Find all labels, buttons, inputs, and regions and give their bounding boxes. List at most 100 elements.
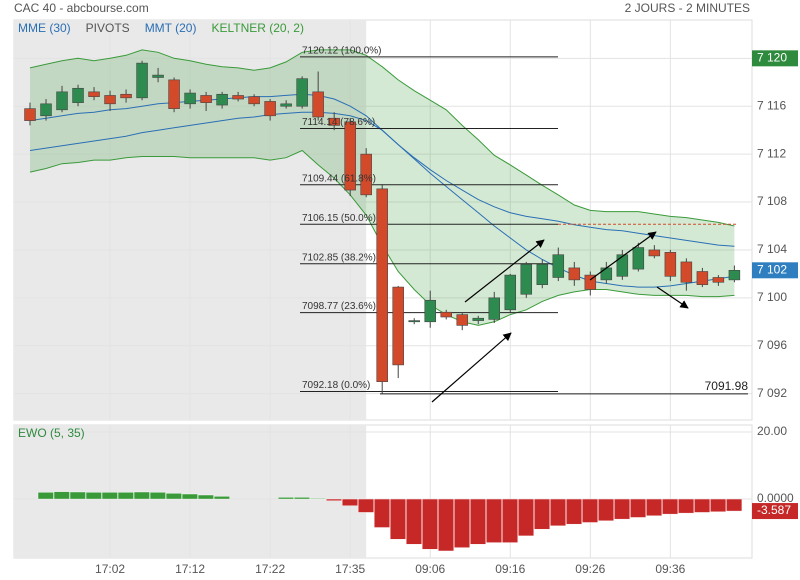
plot-layer bbox=[24, 49, 748, 552]
ewo-bar bbox=[181, 493, 198, 500]
candle-body bbox=[728, 269, 741, 281]
pivot-label: 7102.85 (38.2%) bbox=[302, 252, 376, 263]
candle-body bbox=[552, 254, 565, 278]
legend-entry: MMT (20) bbox=[145, 21, 197, 35]
ewo-bar bbox=[422, 498, 438, 550]
ewo-bar bbox=[101, 492, 118, 500]
candle-body bbox=[264, 101, 276, 117]
price-badge-label: 7 120 bbox=[757, 50, 787, 64]
candle-body bbox=[488, 297, 501, 320]
ewo-bar bbox=[357, 498, 374, 513]
pivot-label: 7120.12 (100.0%) bbox=[302, 46, 382, 57]
x-tick-label: 09:16 bbox=[495, 562, 525, 576]
ewo-bar bbox=[454, 498, 470, 548]
ewo-bar bbox=[502, 498, 518, 543]
candle-body bbox=[568, 267, 581, 281]
ewo-bar bbox=[534, 498, 550, 530]
y-tick-label: 7 116 bbox=[757, 98, 786, 112]
price-badge-label: 7 102 bbox=[757, 262, 787, 276]
ewo-bar bbox=[293, 497, 310, 500]
ewo-bar bbox=[438, 498, 454, 552]
arrow bbox=[464, 239, 545, 303]
ewo-bar bbox=[710, 498, 727, 512]
ewo-bar bbox=[678, 498, 695, 514]
ewo-bar bbox=[390, 498, 406, 540]
x-tick-label: 17:22 bbox=[255, 562, 285, 576]
ewo-bar bbox=[470, 498, 486, 545]
ewo-bar bbox=[646, 498, 663, 516]
page-title: CAC 40 - abcbourse.com bbox=[14, 1, 149, 15]
candle-body bbox=[88, 91, 100, 97]
ewo-legend: EWO (5, 35) bbox=[18, 426, 85, 440]
ewo-bar bbox=[85, 492, 102, 500]
ewo-bar bbox=[37, 492, 54, 500]
ewo-bar bbox=[630, 498, 647, 518]
candle-body bbox=[280, 103, 292, 107]
candle-body bbox=[440, 311, 452, 318]
ewo-bar bbox=[213, 496, 230, 500]
candle-body bbox=[456, 314, 468, 326]
ewo-bar bbox=[149, 492, 166, 500]
y-tick-label: 7 092 bbox=[757, 386, 787, 400]
candle-body bbox=[632, 247, 645, 270]
ewo-bar bbox=[277, 497, 294, 500]
legend-entry: MME (30) bbox=[18, 21, 71, 35]
x-tick-label: 09:06 bbox=[415, 562, 445, 576]
ewo-bar bbox=[614, 498, 631, 520]
ewo-bar bbox=[598, 498, 615, 522]
pivot-label: 7114.14 (78.6%) bbox=[302, 117, 375, 128]
candle-body bbox=[504, 274, 517, 311]
page-subtitle: 2 JOURS - 2 MINUTES bbox=[625, 1, 750, 15]
ewo-bar bbox=[341, 498, 358, 506]
ewo-bar bbox=[518, 498, 534, 537]
candle-body bbox=[152, 74, 164, 78]
annotations bbox=[431, 231, 689, 403]
ewo-bar bbox=[309, 498, 326, 500]
panels bbox=[13, 19, 753, 559]
ewo-bar bbox=[53, 491, 70, 500]
candle-body bbox=[472, 317, 484, 321]
candle-body bbox=[40, 103, 52, 117]
y-tick-label: 7 104 bbox=[757, 242, 787, 256]
ewo-bar bbox=[197, 494, 214, 500]
candle-body bbox=[24, 108, 36, 121]
candle-body bbox=[248, 96, 260, 105]
ewo-bar bbox=[117, 492, 134, 500]
arrow bbox=[656, 286, 689, 309]
legend-entry: PIVOTS bbox=[86, 21, 130, 35]
candle-body bbox=[184, 92, 196, 105]
ewo-bar bbox=[726, 498, 743, 512]
arrow bbox=[589, 231, 657, 281]
candle-body bbox=[56, 91, 68, 111]
ewo-bar bbox=[486, 498, 502, 543]
ewo-bar bbox=[406, 498, 422, 545]
ewo-bar bbox=[694, 498, 711, 513]
x-tick-label: 09:26 bbox=[575, 562, 605, 576]
candle-body bbox=[328, 117, 340, 126]
moving-average bbox=[29, 93, 735, 247]
y-tick-label: 7 100 bbox=[757, 290, 787, 304]
candle-body bbox=[312, 91, 324, 118]
candle-body bbox=[200, 95, 212, 103]
candle-body bbox=[600, 267, 613, 281]
y-tick-label: 0.0000 bbox=[757, 491, 794, 505]
candle-body bbox=[536, 264, 549, 285]
candle-body bbox=[376, 188, 388, 382]
y-tick-label: 7 096 bbox=[757, 338, 787, 352]
candle-body bbox=[344, 121, 356, 191]
ewo-badge-label: -3.587 bbox=[757, 503, 791, 517]
ewo-bar bbox=[133, 491, 150, 500]
candle-body bbox=[664, 252, 677, 277]
ewo-bar bbox=[325, 498, 342, 501]
ewo-bar bbox=[662, 498, 679, 515]
y-tick-label: 20.00 bbox=[757, 424, 787, 438]
x-tick-label: 17:35 bbox=[335, 562, 365, 576]
pivot-label: 7092.18 (0.0%) bbox=[302, 380, 370, 391]
ewo-bar bbox=[582, 498, 599, 523]
price-badge bbox=[752, 50, 798, 67]
candle-body bbox=[408, 320, 420, 323]
y-tick-label: 7 108 bbox=[757, 194, 787, 208]
pivot-label: 7109.44 (61.8%) bbox=[302, 173, 376, 184]
candle-body bbox=[232, 95, 244, 100]
ewo-bar bbox=[550, 498, 566, 527]
